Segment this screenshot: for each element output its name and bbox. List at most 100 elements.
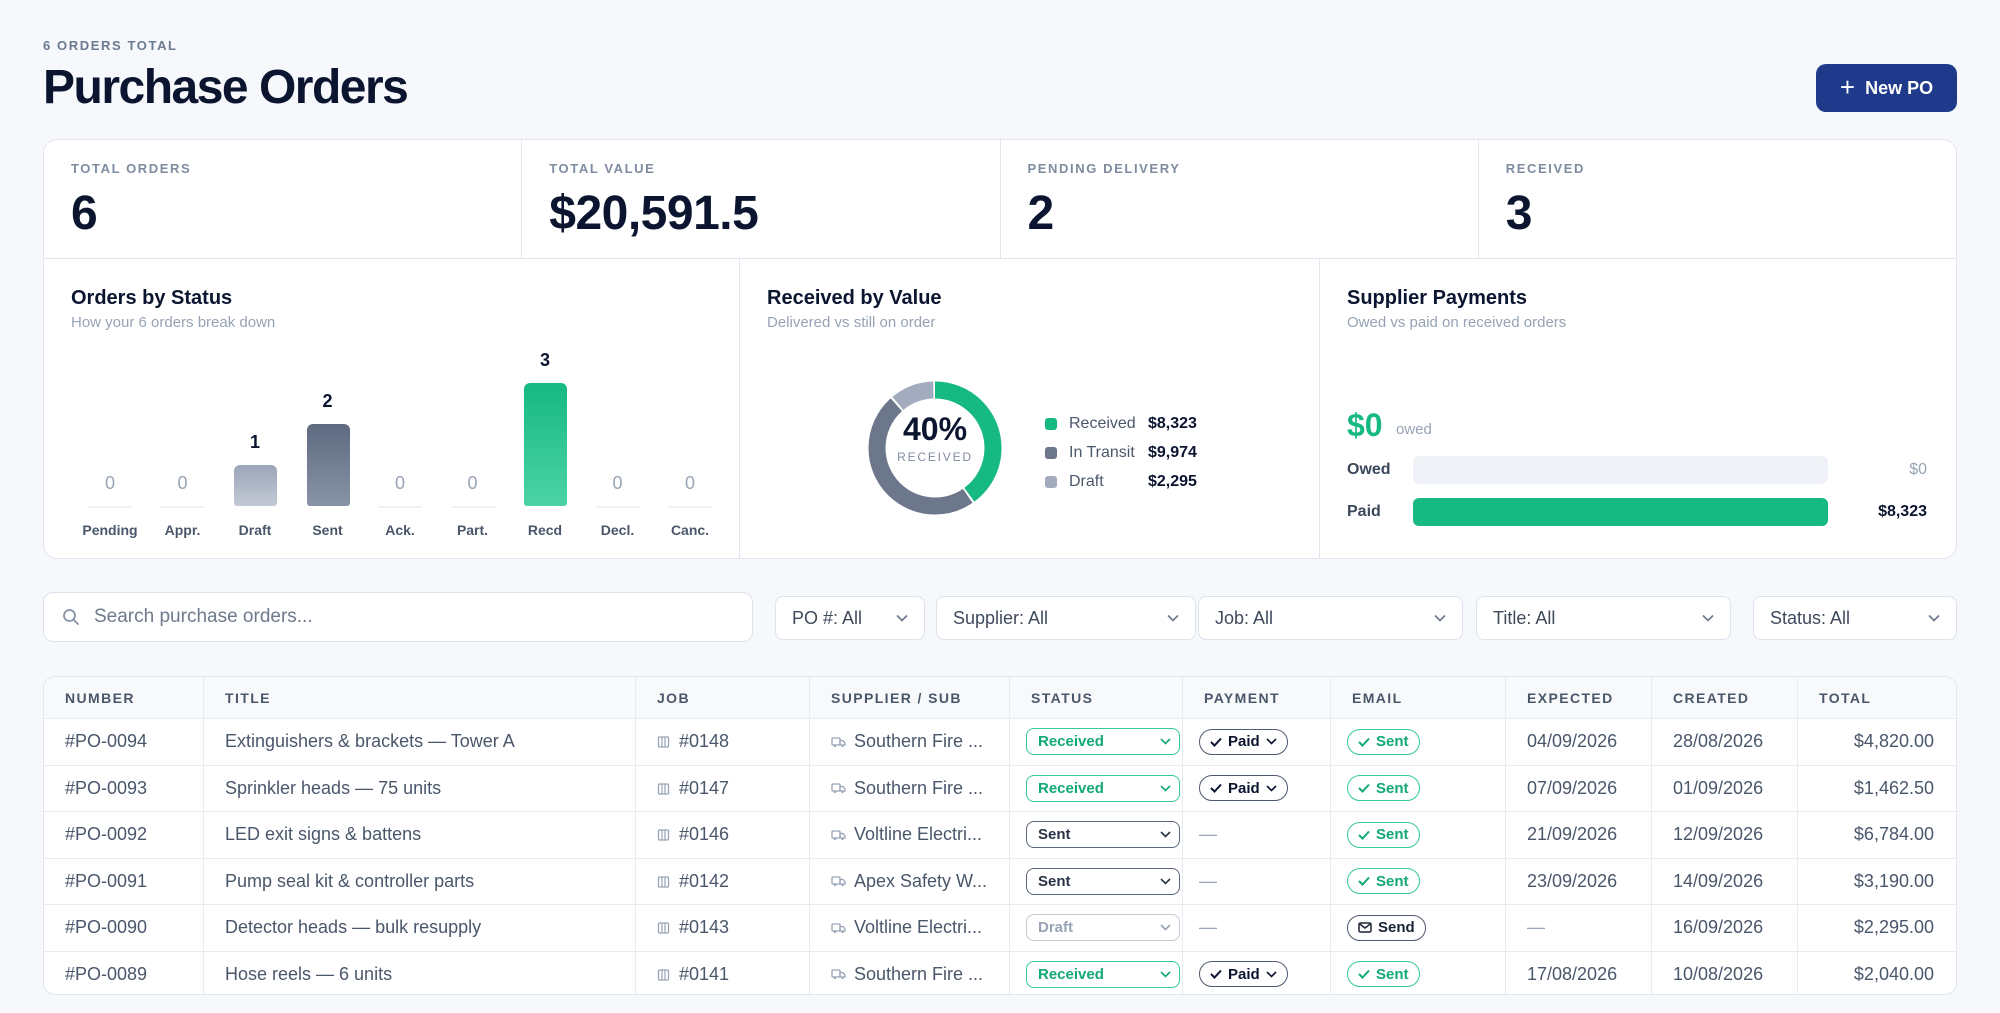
- chevron-down-icon: [1928, 614, 1940, 622]
- bar-value: 1: [249, 432, 260, 452]
- column-header[interactable]: NUMBER: [44, 677, 204, 718]
- status-label: Draft: [1038, 919, 1074, 937]
- filter-dropdown-supplier[interactable]: Supplier: All: [936, 596, 1196, 640]
- status-dropdown[interactable]: Received: [1026, 960, 1180, 988]
- column-header[interactable]: JOB: [636, 677, 810, 718]
- donut-legend: Received $8,323 In Transit $9,974 Draft $2,…: [1045, 409, 1197, 496]
- table-row[interactable]: #PO-0092 LED exit signs & battens #0146 Vol…: [44, 812, 1956, 859]
- owed-caption: owed: [1396, 421, 1432, 438]
- column-header[interactable]: TITLE: [204, 677, 636, 718]
- table-cell: #PO-0089: [44, 951, 204, 994]
- send-email-button[interactable]: Send: [1347, 914, 1426, 941]
- table-cell: Sent: [1331, 719, 1506, 765]
- expected-date: 17/08/2026: [1527, 963, 1618, 984]
- table-cell: Paid: [1183, 719, 1331, 765]
- paid-bar-fill: [1413, 498, 1828, 526]
- status-dropdown[interactable]: Received: [1026, 728, 1180, 756]
- bar-value: 0: [467, 473, 478, 493]
- table-row[interactable]: #PO-0094 Extinguishers & brackets — Tower…: [44, 719, 1956, 766]
- created-date: 10/08/2026: [1673, 963, 1764, 984]
- table-cell: 23/09/2026: [1506, 858, 1652, 904]
- legend-item: Draft $2,295: [1045, 467, 1197, 496]
- payment-dropdown[interactable]: Paid: [1199, 775, 1288, 802]
- table-cell: #0147: [636, 765, 810, 811]
- filter-dropdown-job[interactable]: Job: All: [1198, 596, 1463, 640]
- job-number: #0146: [679, 824, 730, 845]
- filter-dropdown-title[interactable]: Title: All: [1476, 596, 1731, 640]
- chevron-down-icon: [1160, 878, 1171, 885]
- table-row[interactable]: #PO-0091 Pump seal kit & controller parts…: [44, 858, 1956, 905]
- chevron-down-icon: [1160, 971, 1171, 978]
- column-header[interactable]: PAYMENT: [1183, 677, 1331, 718]
- search-input[interactable]: [94, 606, 714, 628]
- status-dropdown[interactable]: Sent: [1026, 867, 1180, 895]
- chevron-down-icon: [1160, 738, 1171, 745]
- payment-empty: —: [1199, 870, 1217, 891]
- bar-label: Draft: [238, 522, 272, 538]
- card-subtitle: How your 6 orders break down: [71, 314, 276, 331]
- card-subtitle: Delivered vs still on order: [767, 314, 936, 331]
- column-header[interactable]: EXPECTED: [1506, 677, 1652, 718]
- table-cell: 16/09/2026: [1652, 905, 1798, 951]
- table-cell: Paid: [1183, 765, 1331, 811]
- email-sent-badge: Sent: [1347, 728, 1420, 755]
- column-header[interactable]: TOTAL: [1819, 689, 1872, 706]
- payment-dropdown[interactable]: Paid: [1199, 728, 1288, 755]
- table-row[interactable]: #PO-0089 Hose reels — 6 units #0141 Souther…: [44, 951, 1956, 994]
- card-title: Supplier Payments: [1347, 287, 1528, 309]
- email-sent-badge: Sent: [1347, 821, 1420, 848]
- table-cell: Sent: [1331, 951, 1506, 994]
- check-icon: [1210, 737, 1222, 747]
- email-label: Send: [1378, 919, 1415, 937]
- chevron-down-icon: [1160, 785, 1171, 792]
- stat-label: PENDING DELIVERY: [1027, 161, 1181, 176]
- legend-amount: $8,323: [1148, 414, 1197, 432]
- table-cell: $1,462.50: [1798, 766, 1956, 812]
- orders-by-status-card: Orders by Status How your 6 orders break…: [44, 259, 740, 558]
- stat-label: TOTAL ORDERS: [71, 161, 192, 176]
- search-box[interactable]: [43, 592, 753, 642]
- payment-empty: —: [1199, 917, 1217, 938]
- email-sent-badge: Sent: [1347, 775, 1420, 802]
- bar-value: 2: [322, 391, 333, 411]
- new-po-button[interactable]: + New PO: [1816, 64, 1957, 112]
- legend-swatch: [1045, 417, 1057, 430]
- donut-slice-in-transit: [868, 381, 1002, 515]
- po-title: Sprinkler heads — 75 units: [225, 777, 442, 798]
- table-cell: #PO-0094: [44, 719, 204, 765]
- created-date: 01/09/2026: [1673, 777, 1764, 798]
- chevron-down-icon: [896, 614, 908, 622]
- table-row[interactable]: #PO-0093 Sprinkler heads — 75 units #0147 S…: [44, 765, 1956, 812]
- email-sent-badge: Sent: [1347, 961, 1420, 988]
- check-icon: [1210, 784, 1222, 794]
- table-cell: Sprinkler heads — 75 units: [204, 765, 636, 811]
- po-total: $4,820.00: [1853, 731, 1934, 752]
- status-dropdown[interactable]: Sent: [1026, 821, 1180, 849]
- po-title: Extinguishers & brackets — Tower A: [225, 731, 515, 752]
- po-number: #PO-0092: [65, 824, 148, 845]
- column-header[interactable]: EMAIL: [1331, 677, 1506, 718]
- paid-bar: [1413, 498, 1828, 526]
- po-total: $6,784.00: [1853, 824, 1934, 845]
- bar-label: Recd: [527, 522, 563, 538]
- email-label: Sent: [1376, 779, 1409, 797]
- table-row[interactable]: #PO-0090 Detector heads — bulk resupply #0…: [44, 905, 1956, 952]
- table-cell: Draft: [1010, 905, 1183, 951]
- column-header[interactable]: SUPPLIER / SUB: [810, 677, 1010, 718]
- table-cell: —: [1183, 812, 1331, 858]
- status-dropdown[interactable]: Received: [1026, 774, 1180, 802]
- filter-dropdown-status[interactable]: Status: All: [1753, 596, 1957, 640]
- stat-value: 2: [1027, 187, 1055, 240]
- supplier-name: Southern Fire ...: [854, 777, 984, 798]
- payment-dropdown[interactable]: Paid: [1199, 961, 1288, 988]
- filter-label: PO #: All: [792, 607, 863, 628]
- table-cell: Received: [1010, 765, 1183, 811]
- owed-row: Owed $0: [1347, 455, 1927, 485]
- filter-dropdown-po[interactable]: PO #: All: [775, 596, 925, 640]
- chevron-down-icon: [1266, 738, 1277, 745]
- column-header[interactable]: CREATED: [1652, 677, 1798, 718]
- status-dropdown[interactable]: Draft: [1026, 914, 1180, 942]
- column-header[interactable]: STATUS: [1010, 677, 1183, 718]
- bar-baseline: [668, 506, 712, 508]
- status-label: Received: [1038, 779, 1104, 797]
